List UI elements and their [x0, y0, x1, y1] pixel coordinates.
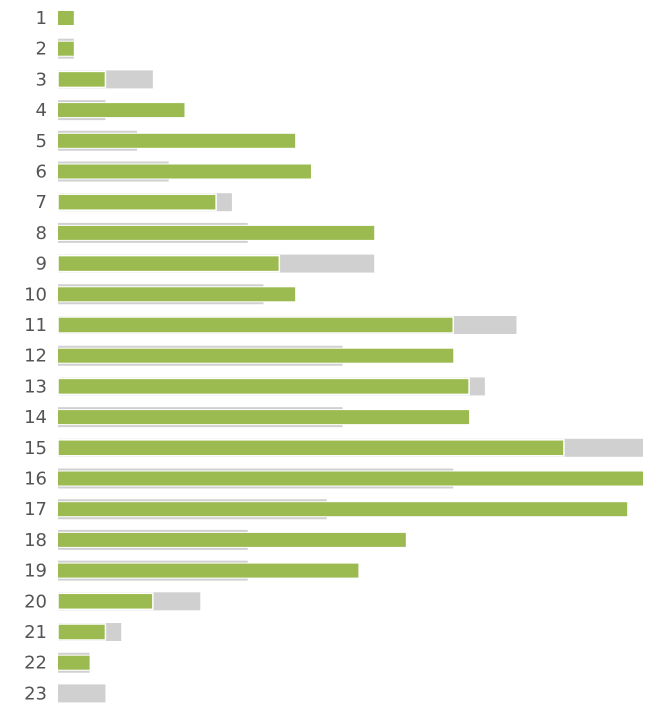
- bar-series-1: [58, 164, 311, 179]
- category-label: 7: [36, 192, 47, 213]
- category-label: 23: [24, 683, 47, 704]
- category-label: 4: [36, 100, 47, 121]
- category-label: 3: [36, 69, 47, 90]
- bar-series-1: [58, 103, 185, 118]
- category-label: 21: [24, 622, 47, 643]
- category-label: 13: [24, 376, 47, 397]
- bar-series-1: [57, 623, 107, 641]
- bar-series-1: [58, 410, 470, 425]
- category-label: 17: [24, 499, 47, 520]
- bar-series-1: [57, 70, 107, 89]
- bar-series-2: [58, 684, 106, 703]
- category-label: 1: [36, 8, 47, 29]
- category-label: 22: [24, 653, 47, 674]
- bar-series-1: [58, 655, 90, 670]
- category-label: 11: [24, 315, 47, 336]
- category-label: 20: [24, 591, 47, 612]
- bar-series-1: [57, 254, 281, 273]
- category-label: 9: [36, 254, 47, 275]
- bar-series-1: [57, 193, 217, 211]
- bar-series-1: [58, 471, 643, 486]
- bar-series-1: [57, 439, 565, 457]
- bar-series-1: [58, 563, 359, 578]
- bar-series-1: [58, 348, 454, 363]
- bar-series-1: [58, 133, 296, 148]
- bar-series-1: [58, 11, 74, 25]
- bar-series-1: [58, 41, 74, 56]
- category-label: 12: [24, 346, 47, 367]
- bar-series-1: [58, 502, 628, 517]
- category-label: 19: [24, 561, 47, 582]
- bar-series-1: [57, 377, 470, 396]
- category-label: 6: [36, 162, 47, 183]
- bar-series-1: [58, 287, 296, 302]
- bar-series-1: [57, 592, 154, 611]
- category-label: 8: [36, 223, 47, 244]
- bar-series-1: [58, 532, 406, 547]
- bar-series-1: [57, 316, 455, 334]
- bar-series-1: [58, 225, 375, 240]
- category-label: 5: [36, 131, 47, 152]
- category-label: 14: [24, 407, 47, 428]
- category-label: 16: [24, 469, 47, 490]
- category-label: 15: [24, 438, 47, 459]
- category-label: 18: [24, 530, 47, 551]
- category-label: 2: [36, 39, 47, 60]
- category-label: 10: [24, 284, 47, 305]
